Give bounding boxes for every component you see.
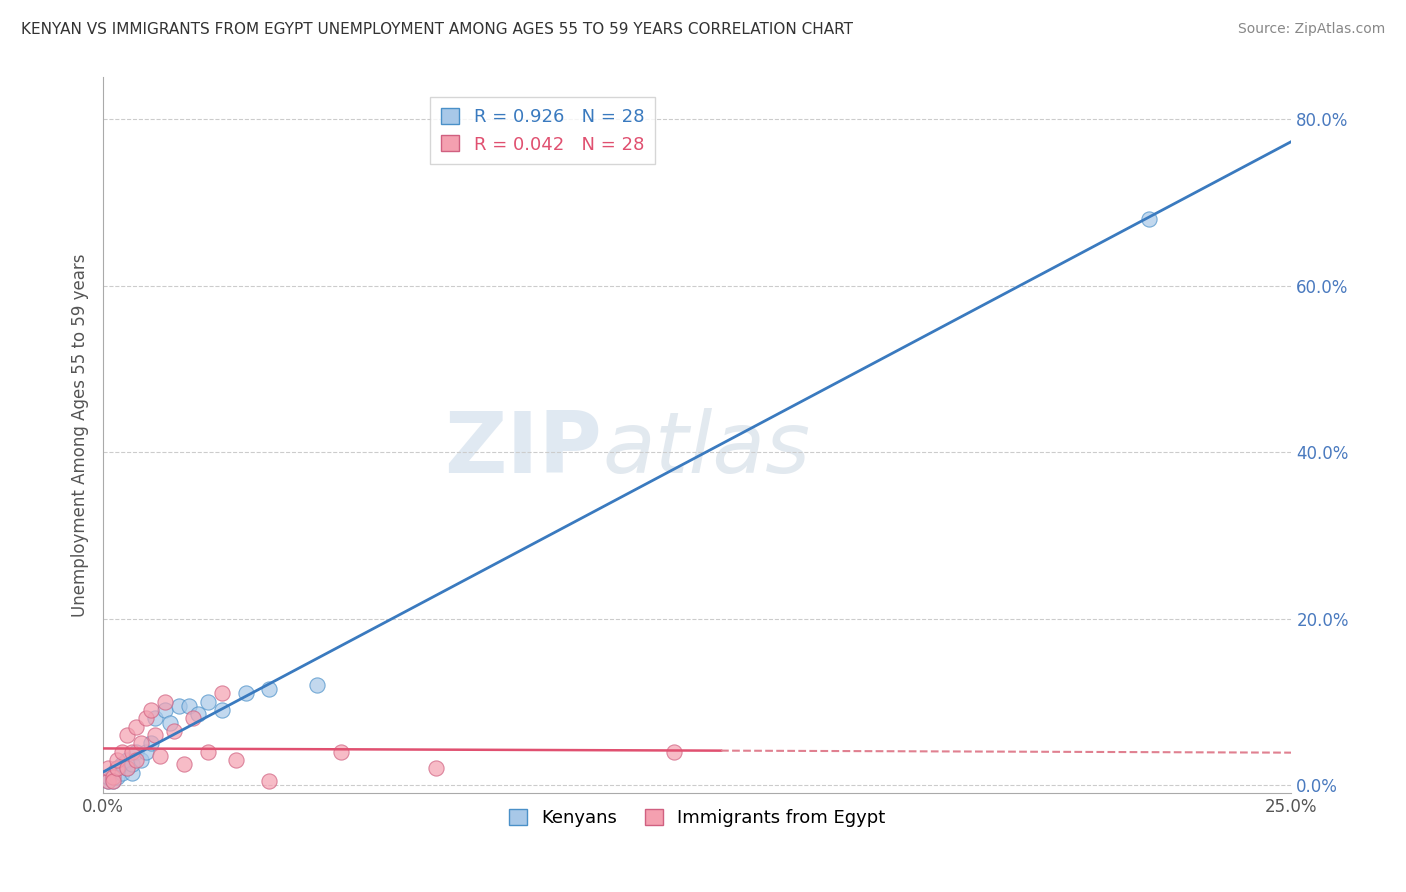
Point (145, 711, 167, 725)
Point (125, 745, 148, 759)
Point (101, 773, 124, 788)
Point (105, 753, 128, 767)
Point (211, 703, 233, 717)
Point (153, 703, 176, 717)
Text: atlas: atlas (602, 409, 810, 491)
Point (197, 695, 219, 709)
Point (129, 753, 152, 767)
Point (115, 728, 138, 742)
Point (425, 761, 447, 775)
Point (187, 707, 209, 722)
Point (121, 745, 143, 759)
Point (211, 686, 233, 700)
Point (329, 745, 352, 759)
Point (135, 711, 157, 725)
Point (115, 761, 138, 775)
Point (159, 715, 181, 730)
Point (183, 711, 205, 725)
Legend: Kenyans, Immigrants from Egypt: Kenyans, Immigrants from Egypt (502, 802, 893, 834)
Point (101, 765, 124, 780)
Point (149, 748, 172, 763)
Point (145, 728, 167, 742)
Point (173, 757, 195, 772)
Point (177, 698, 200, 713)
Point (121, 757, 143, 772)
Text: Source: ZipAtlas.com: Source: ZipAtlas.com (1237, 22, 1385, 37)
Point (101, 773, 124, 788)
Point (105, 770, 128, 784)
Text: KENYAN VS IMMIGRANTS FROM EGYPT UNEMPLOYMENT AMONG AGES 55 TO 59 YEARS CORRELATI: KENYAN VS IMMIGRANTS FROM EGYPT UNEMPLOY… (21, 22, 853, 37)
Point (662, 745, 685, 759)
Point (97, 761, 120, 775)
Point (135, 745, 157, 759)
Point (139, 736, 162, 750)
Point (125, 720, 148, 734)
Point (1137, 211, 1160, 226)
Point (97, 773, 120, 788)
Point (111, 757, 134, 772)
Point (97, 770, 120, 784)
Point (153, 695, 176, 709)
Point (121, 765, 143, 780)
Point (97, 773, 120, 788)
Point (197, 745, 219, 759)
Point (115, 753, 138, 767)
Point (167, 698, 190, 713)
Text: ZIP: ZIP (444, 409, 602, 491)
Point (139, 703, 162, 717)
Point (111, 765, 134, 780)
Point (105, 761, 128, 775)
Point (305, 678, 328, 692)
Point (259, 773, 281, 788)
Point (163, 723, 186, 738)
Point (105, 761, 128, 775)
Point (111, 745, 134, 759)
Point (225, 753, 247, 767)
Point (259, 682, 281, 697)
Point (129, 736, 152, 750)
Point (235, 686, 257, 700)
Point (115, 761, 138, 775)
Point (125, 753, 148, 767)
Point (101, 770, 124, 784)
Y-axis label: Unemployment Among Ages 55 to 59 years: Unemployment Among Ages 55 to 59 years (72, 253, 89, 617)
